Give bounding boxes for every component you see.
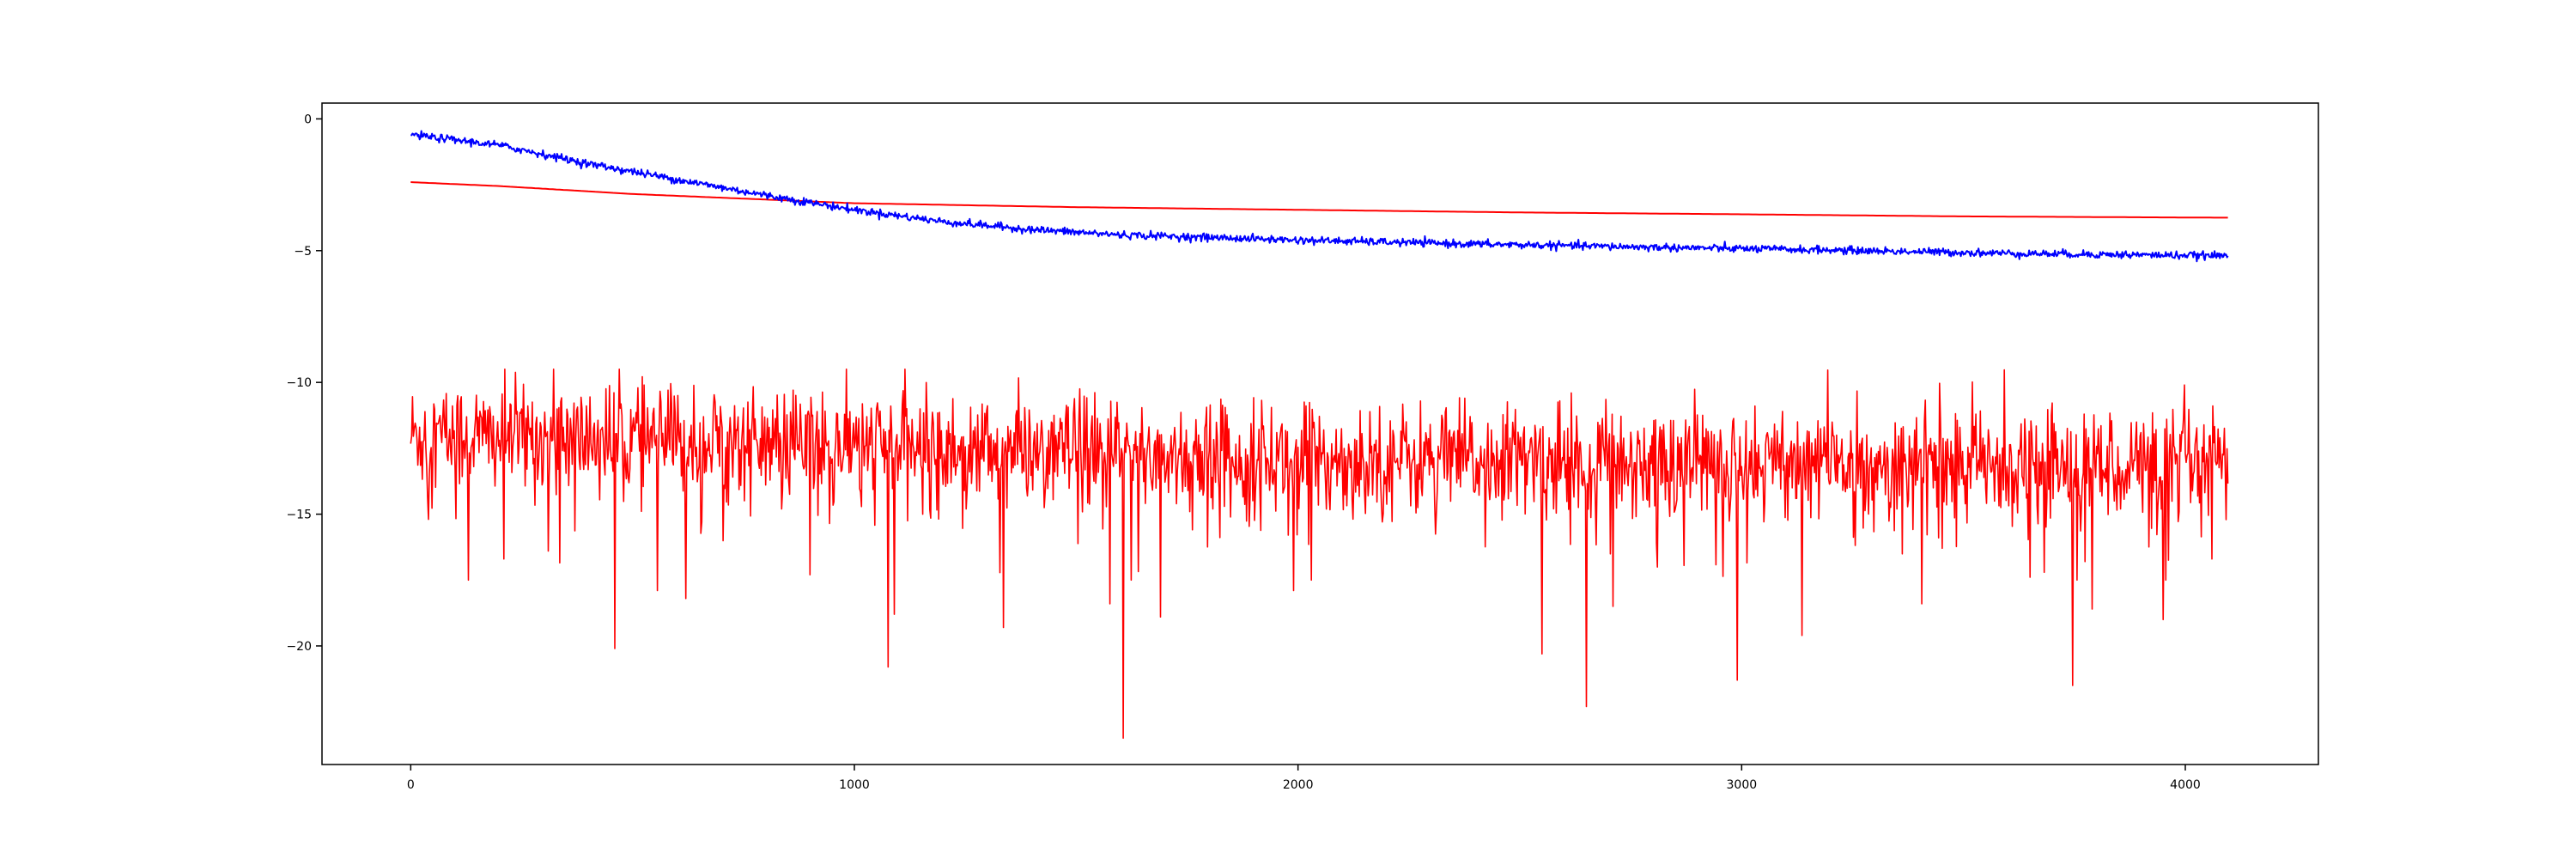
x-tick-label: 1000 (839, 778, 870, 792)
y-axis: 0 −5 −10 −15 −20 (286, 113, 322, 654)
series-line-1 (410, 130, 2229, 263)
x-tick-label: 4000 (2170, 778, 2201, 792)
y-tick-label: −10 (286, 376, 312, 390)
y-tick-label: −5 (294, 245, 312, 259)
series-line-3 (410, 369, 2229, 740)
y-tick-label: −15 (286, 509, 312, 522)
y-tick-label: 0 (304, 113, 312, 126)
x-tick-label: 3000 (1727, 778, 1758, 792)
x-axis: 0 1000 2000 3000 4000 (407, 765, 2201, 792)
x-tick-label: 2000 (1283, 778, 1314, 792)
series-line-2 (410, 181, 2228, 219)
series-layer (410, 130, 2229, 740)
plot-area-frame (321, 102, 2319, 765)
y-tick-label: −20 (286, 640, 312, 654)
x-tick-label: 0 (407, 778, 415, 792)
